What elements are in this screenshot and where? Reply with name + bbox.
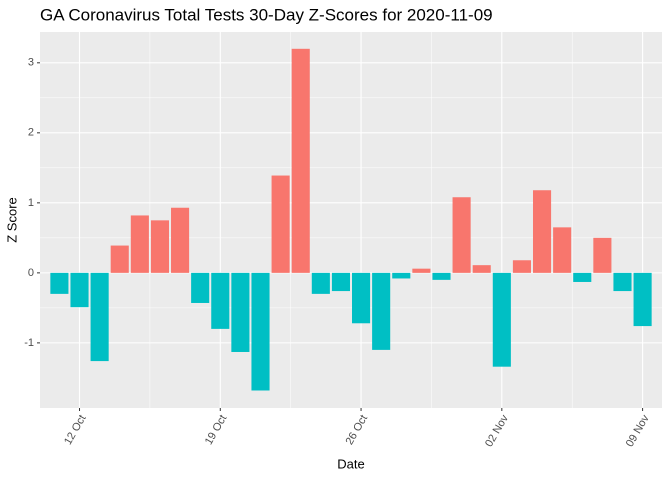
x-axis-title: Date [337, 456, 364, 471]
bar [593, 237, 612, 273]
chart-title: GA Coronavirus Total Tests 30-Day Z-Scor… [40, 5, 493, 24]
bar [392, 272, 411, 279]
bar [211, 272, 230, 329]
bar [553, 227, 572, 273]
bar [110, 245, 129, 273]
bar [472, 265, 491, 273]
y-tick-label: 3 [28, 57, 34, 69]
bar [231, 272, 250, 352]
bar [291, 48, 310, 273]
bar [532, 190, 552, 273]
y-tick-label: 0 [28, 267, 34, 279]
y-tick-label: 1 [28, 197, 34, 209]
bar [191, 272, 210, 303]
bar [492, 272, 511, 367]
bar [70, 272, 89, 308]
bar [452, 197, 471, 273]
bar [633, 272, 652, 327]
x-tick-label: 26 Oct [344, 413, 371, 447]
bar [130, 215, 149, 273]
x-tick-label: 19 Oct [203, 413, 230, 447]
bar [251, 272, 270, 391]
bar [50, 272, 69, 294]
bar [352, 272, 371, 324]
bar [271, 175, 290, 273]
y-axis-title: Z Score [4, 197, 19, 243]
bar [613, 272, 632, 292]
y-tick-label: -1 [24, 337, 34, 349]
bar [573, 272, 592, 282]
x-tick-label: 12 Oct [62, 413, 89, 447]
y-tick-label: 2 [28, 127, 34, 139]
bar [90, 272, 109, 362]
x-tick-label: 02 Nov [483, 413, 511, 450]
bar [150, 220, 170, 273]
bar [372, 272, 391, 350]
bar [412, 268, 431, 273]
bar [171, 207, 190, 273]
bar [311, 272, 330, 294]
bar [512, 260, 531, 273]
bar [331, 272, 350, 292]
bar [432, 272, 451, 280]
x-tick-label: 09 Nov [624, 413, 652, 450]
